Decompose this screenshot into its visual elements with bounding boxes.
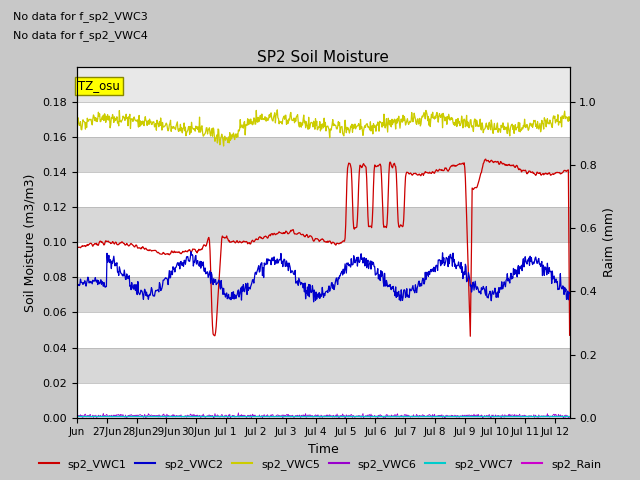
Bar bbox=[77, 102, 570, 137]
Y-axis label: Raim (mm): Raim (mm) bbox=[603, 207, 616, 277]
Bar bbox=[77, 312, 570, 348]
Bar bbox=[77, 348, 570, 383]
Text: No data for f_sp2_VWC3: No data for f_sp2_VWC3 bbox=[13, 11, 148, 22]
Bar bbox=[77, 383, 570, 418]
Text: TZ_osu: TZ_osu bbox=[78, 80, 120, 93]
Bar bbox=[77, 137, 570, 172]
Legend: sp2_VWC1, sp2_VWC2, sp2_VWC5, sp2_VWC6, sp2_VWC7, sp2_Rain: sp2_VWC1, sp2_VWC2, sp2_VWC5, sp2_VWC6, … bbox=[35, 455, 605, 474]
Title: SP2 Soil Moisture: SP2 Soil Moisture bbox=[257, 49, 389, 65]
X-axis label: Time: Time bbox=[308, 443, 339, 456]
Text: No data for f_sp2_VWC4: No data for f_sp2_VWC4 bbox=[13, 30, 148, 41]
Bar bbox=[77, 207, 570, 242]
Bar bbox=[77, 242, 570, 277]
Y-axis label: Soil Moisture (m3/m3): Soil Moisture (m3/m3) bbox=[24, 173, 36, 312]
Bar bbox=[77, 277, 570, 312]
Bar bbox=[77, 172, 570, 207]
